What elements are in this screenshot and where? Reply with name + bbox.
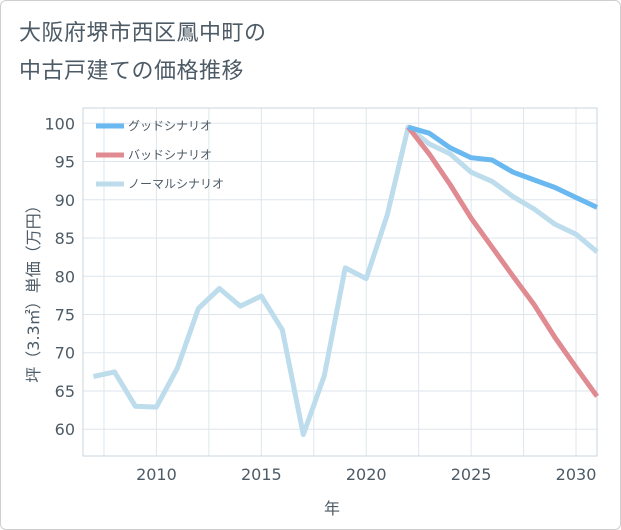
x-tick-label: 2020 <box>346 465 387 484</box>
y-tick-label: 85 <box>55 229 75 248</box>
y-tick-label: 60 <box>55 420 75 439</box>
y-tick-label: 90 <box>55 191 75 210</box>
chart-series <box>92 124 600 438</box>
y-tick-label: 100 <box>44 114 75 133</box>
x-axis-title: 年 <box>324 499 340 518</box>
y-tick-label: 65 <box>55 382 75 401</box>
chart-ticks: 60 65 70 75 80 85 90 95 100 2010 2015 2020 2025 2030 <box>44 114 596 484</box>
series-line-normal <box>92 124 599 438</box>
page-title-line-2: 中古戸建ての価格推移 <box>19 59 245 84</box>
legend-label-good: グッドシナリオ <box>128 119 212 133</box>
legend-label-bad: バッドシナリオ <box>128 148 212 162</box>
y-tick-label: 80 <box>55 267 75 286</box>
x-tick-label: 2010 <box>136 465 177 484</box>
x-tick-label: 2015 <box>241 465 282 484</box>
y-tick-label: 70 <box>55 344 75 363</box>
series-line-good <box>407 124 599 210</box>
chart-grid <box>83 108 597 456</box>
x-tick-label: 2025 <box>451 465 492 484</box>
y-tick-label: 75 <box>55 306 75 325</box>
y-tick-label: 95 <box>55 153 75 172</box>
series-line-bad <box>406 125 600 398</box>
x-tick-label: 2030 <box>556 465 597 484</box>
y-axis-title: 坪（3.3㎡）単価（万円） <box>24 197 43 382</box>
page-title-line-1: 大阪府堺市西区鳳中町の <box>19 21 267 46</box>
legend-label-normal: ノーマルシナリオ <box>128 177 224 191</box>
plot-area-frame <box>82 107 598 457</box>
